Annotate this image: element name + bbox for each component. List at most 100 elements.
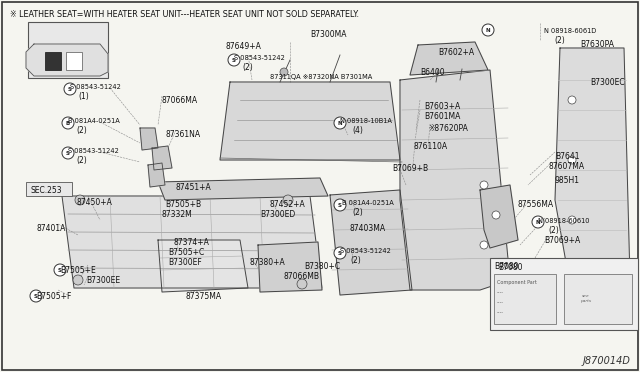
Text: (2): (2) bbox=[548, 226, 559, 235]
Polygon shape bbox=[480, 185, 518, 248]
Text: 87452+A: 87452+A bbox=[270, 200, 306, 209]
Text: B7300ED: B7300ED bbox=[260, 210, 295, 219]
Bar bbox=[45, 52, 61, 70]
Text: B7505+C: B7505+C bbox=[168, 248, 204, 257]
Text: B 081A4-0251A: B 081A4-0251A bbox=[68, 118, 120, 124]
Polygon shape bbox=[410, 42, 488, 75]
Bar bbox=[26, 182, 72, 196]
Text: B7300MA: B7300MA bbox=[310, 30, 346, 39]
Text: S 08543-51242: S 08543-51242 bbox=[234, 55, 285, 61]
Circle shape bbox=[283, 195, 293, 205]
Text: ※87620PA: ※87620PA bbox=[428, 124, 468, 133]
Text: B7069+A: B7069+A bbox=[544, 236, 580, 245]
Text: N: N bbox=[536, 219, 540, 224]
Text: (1): (1) bbox=[78, 92, 89, 101]
Circle shape bbox=[297, 279, 307, 289]
Text: ----: ---- bbox=[497, 300, 504, 305]
Text: S: S bbox=[34, 294, 38, 298]
Text: see
parts: see parts bbox=[580, 294, 591, 302]
Text: B6400: B6400 bbox=[420, 68, 445, 77]
Text: B7505+B: B7505+B bbox=[165, 200, 201, 209]
Text: B7641: B7641 bbox=[555, 152, 579, 161]
Text: N 08918-60610: N 08918-60610 bbox=[538, 218, 589, 224]
Text: 985H1: 985H1 bbox=[555, 176, 580, 185]
Circle shape bbox=[480, 241, 488, 249]
Text: N 08918-10B1A: N 08918-10B1A bbox=[340, 118, 392, 124]
Circle shape bbox=[228, 54, 240, 66]
Bar bbox=[564, 274, 632, 324]
Polygon shape bbox=[258, 242, 322, 292]
Text: S 08543-51242: S 08543-51242 bbox=[68, 148, 119, 154]
Text: B7505+F: B7505+F bbox=[36, 292, 72, 301]
Text: S: S bbox=[58, 267, 62, 273]
Text: B7080: B7080 bbox=[494, 262, 518, 271]
Circle shape bbox=[480, 181, 488, 189]
Text: S 08543-51242: S 08543-51242 bbox=[70, 84, 121, 90]
Text: (2): (2) bbox=[352, 208, 363, 217]
Text: S 08543-51242: S 08543-51242 bbox=[340, 248, 391, 254]
Text: B7602+A: B7602+A bbox=[438, 48, 474, 57]
Text: B: B bbox=[66, 121, 70, 125]
Text: B7505+E: B7505+E bbox=[60, 266, 96, 275]
Text: Component Part: Component Part bbox=[497, 280, 537, 285]
Text: 87403MA: 87403MA bbox=[350, 224, 386, 233]
Circle shape bbox=[334, 247, 346, 259]
Circle shape bbox=[73, 275, 83, 285]
Text: 87556MA: 87556MA bbox=[518, 200, 554, 209]
Polygon shape bbox=[158, 240, 248, 292]
Text: (2): (2) bbox=[350, 256, 361, 265]
Text: ----: ---- bbox=[497, 310, 504, 315]
Polygon shape bbox=[400, 70, 510, 290]
Circle shape bbox=[568, 156, 576, 164]
Polygon shape bbox=[148, 163, 165, 187]
Polygon shape bbox=[555, 48, 630, 285]
Bar bbox=[66, 52, 82, 70]
Text: S: S bbox=[232, 58, 236, 62]
Bar bbox=[28, 22, 108, 78]
Text: ----: ---- bbox=[497, 290, 504, 295]
Circle shape bbox=[532, 216, 544, 228]
Circle shape bbox=[334, 199, 346, 211]
Text: S: S bbox=[338, 250, 342, 256]
Text: N 08918-6061D: N 08918-6061D bbox=[544, 28, 596, 34]
Text: B7300EE: B7300EE bbox=[86, 276, 120, 285]
Text: 87361NA: 87361NA bbox=[165, 130, 200, 139]
Text: (2): (2) bbox=[554, 36, 564, 45]
Text: B7603+A: B7603+A bbox=[424, 102, 460, 111]
Circle shape bbox=[75, 195, 85, 205]
Polygon shape bbox=[158, 178, 328, 200]
Text: 87607MA: 87607MA bbox=[549, 162, 585, 171]
Text: B7300EC: B7300EC bbox=[590, 78, 625, 87]
Text: 876110A: 876110A bbox=[414, 142, 448, 151]
Text: 87380+A: 87380+A bbox=[250, 258, 285, 267]
Text: N: N bbox=[486, 28, 490, 32]
Circle shape bbox=[568, 96, 576, 104]
Circle shape bbox=[492, 211, 500, 219]
Text: (2): (2) bbox=[242, 63, 253, 72]
Text: B7630PA: B7630PA bbox=[580, 40, 614, 49]
Text: 87066MB: 87066MB bbox=[284, 272, 320, 281]
Text: B7601MA: B7601MA bbox=[424, 112, 460, 121]
Text: B 081A4-0251A: B 081A4-0251A bbox=[342, 200, 394, 206]
Text: B7380+C: B7380+C bbox=[304, 262, 340, 271]
Polygon shape bbox=[140, 128, 158, 150]
Text: 87649+A: 87649+A bbox=[225, 42, 261, 51]
Text: B7300EF: B7300EF bbox=[168, 258, 202, 267]
Bar bbox=[494, 274, 556, 324]
Text: B7069+B: B7069+B bbox=[392, 164, 428, 173]
Text: 87332M: 87332M bbox=[162, 210, 193, 219]
Text: ※ LEATHER SEAT=WITH HEATER SEAT UNIT---HEATER SEAT UNIT NOT SOLD SEPARATELY.: ※ LEATHER SEAT=WITH HEATER SEAT UNIT---H… bbox=[10, 10, 359, 19]
Text: S: S bbox=[66, 151, 70, 155]
Text: (2): (2) bbox=[76, 156, 87, 165]
Text: SEC.253: SEC.253 bbox=[30, 186, 61, 195]
Text: (4): (4) bbox=[352, 126, 363, 135]
Circle shape bbox=[54, 264, 66, 276]
Text: 87066MA: 87066MA bbox=[162, 96, 198, 105]
Polygon shape bbox=[26, 44, 108, 76]
Bar bbox=[490, 258, 638, 330]
Text: 87401A: 87401A bbox=[36, 224, 65, 233]
Circle shape bbox=[280, 68, 288, 76]
Text: (2): (2) bbox=[76, 126, 87, 135]
Text: 87374+A: 87374+A bbox=[174, 238, 210, 247]
Text: 87450+A: 87450+A bbox=[76, 198, 112, 207]
